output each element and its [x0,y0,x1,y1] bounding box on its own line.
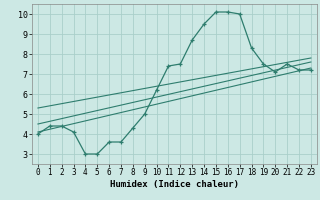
X-axis label: Humidex (Indice chaleur): Humidex (Indice chaleur) [110,180,239,189]
